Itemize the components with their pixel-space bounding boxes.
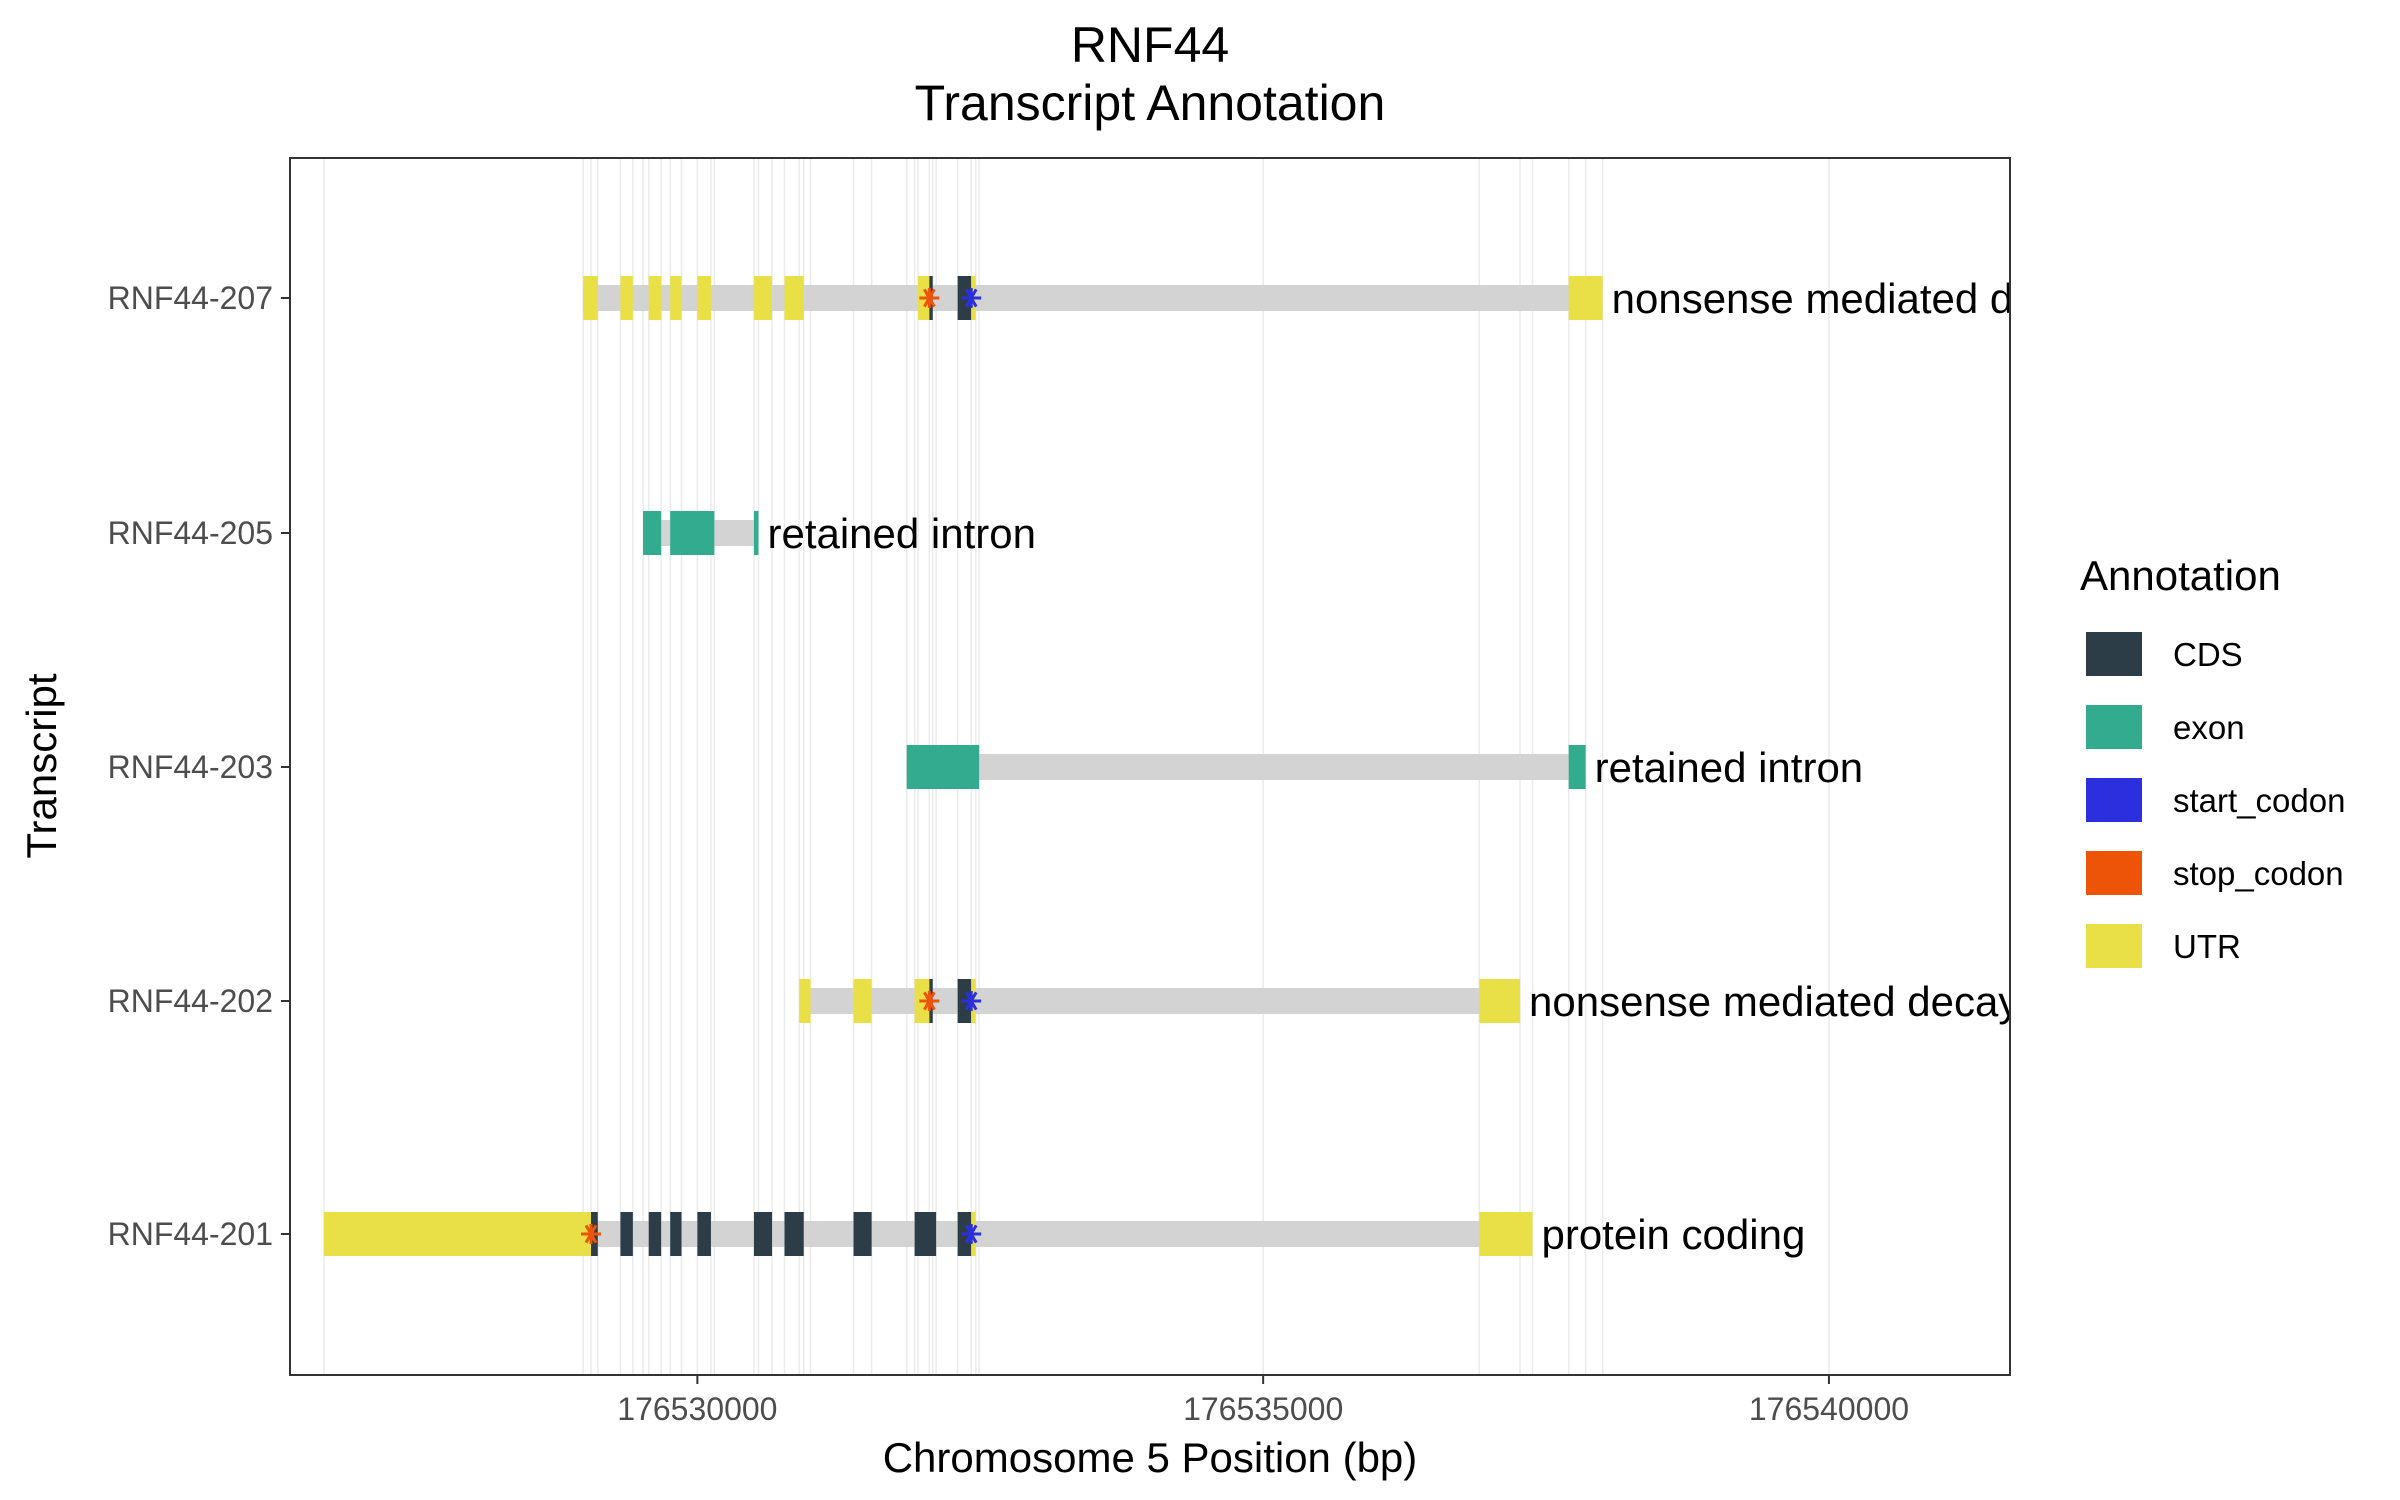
utr-block <box>323 1212 591 1256</box>
legend-swatch <box>2086 632 2142 676</box>
start-codon-marker <box>961 991 982 1011</box>
start-codon-marker <box>961 288 982 308</box>
biotype-label: nonsense mediated decay <box>1612 275 2102 322</box>
utr-block <box>648 276 662 320</box>
utr-block <box>583 276 598 320</box>
utr-block <box>753 276 773 320</box>
stop-codon-marker <box>919 288 940 308</box>
utr-block <box>784 276 804 320</box>
x-tick-label: 176535000 <box>1183 1391 1343 1427</box>
intron-line <box>799 988 1521 1014</box>
legend-swatch <box>2086 705 2142 749</box>
cds-block <box>620 1212 633 1256</box>
y-tick-label: RNF44-207 <box>108 280 273 316</box>
cds-block <box>753 1212 773 1256</box>
legend-label: stop_codon <box>2173 855 2344 892</box>
y-axis-title: Transcript <box>18 673 65 858</box>
axis-layer: RNF44-207 RNF44-205 RNF44-203 RNF44-202 RNF4… <box>108 280 1909 1427</box>
utr-block <box>853 979 872 1023</box>
legend-swatch <box>2086 851 2142 895</box>
chart-title: RNF44 <box>1071 17 1229 73</box>
legend-label: exon <box>2173 709 2245 746</box>
cds-block <box>670 1212 682 1256</box>
legend: Annotation CDS exon start_codon stop_codon U… <box>2080 552 2345 968</box>
y-tick-label: RNF44-205 <box>108 515 273 551</box>
exon-block <box>670 511 715 555</box>
cds-block <box>914 1212 937 1256</box>
biotype-label: retained intron <box>1595 744 1864 791</box>
legend-label: UTR <box>2173 928 2241 965</box>
utr-block <box>620 276 633 320</box>
intron-line <box>583 285 1603 311</box>
y-tick-label: RNF44-202 <box>108 983 273 1019</box>
stop-codon-marker <box>919 991 940 1011</box>
biotype-label: retained intron <box>767 510 1036 557</box>
utr-block <box>1479 1212 1533 1256</box>
cds-block <box>697 1212 711 1256</box>
y-tick-label: RNF44-201 <box>108 1216 273 1252</box>
cds-block <box>784 1212 804 1256</box>
x-tick-label: 176530000 <box>617 1391 777 1427</box>
start-codon-marker <box>961 1224 982 1244</box>
cds-block <box>648 1212 662 1256</box>
utr-block <box>1568 276 1603 320</box>
biotype-label: nonsense mediated decay <box>1529 978 2019 1025</box>
exon-block <box>906 745 980 789</box>
biotype-label: protein coding <box>1541 1211 1805 1258</box>
legend-swatch <box>2086 778 2142 822</box>
exon-block <box>1568 745 1586 789</box>
utr-block <box>1479 979 1521 1023</box>
exon-block <box>753 511 759 555</box>
legend-label: start_codon <box>2173 782 2345 819</box>
y-tick-label: RNF44-203 <box>108 749 273 785</box>
utr-block <box>697 276 711 320</box>
x-tick-label: 176540000 <box>1749 1391 1909 1427</box>
utr-block <box>670 276 682 320</box>
utr-block <box>799 979 811 1023</box>
x-axis-title: Chromosome 5 Position (bp) <box>883 1434 1418 1481</box>
stop-codon-marker <box>581 1224 601 1244</box>
exon-block <box>643 511 662 555</box>
legend-label: CDS <box>2173 636 2243 673</box>
intron-line <box>906 754 1586 780</box>
chart-subtitle: Transcript Annotation <box>915 75 1386 131</box>
plot-layer: nonsense mediated decay retained intron re… <box>323 275 2102 1258</box>
legend-swatch <box>2086 924 2142 968</box>
cds-block <box>853 1212 872 1256</box>
legend-title: Annotation <box>2080 552 2281 599</box>
